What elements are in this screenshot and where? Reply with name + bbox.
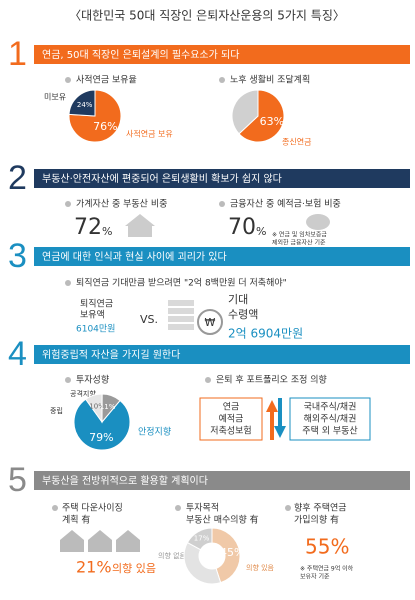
label: 투자성향	[76, 374, 109, 386]
text: 의향 있음	[112, 562, 156, 575]
bar	[34, 345, 410, 364]
label: 사적연금 보유율	[76, 74, 137, 86]
pie-slice	[231, 89, 259, 135]
label: 부동산 매수의향 有	[186, 514, 259, 526]
pie-slice	[186, 527, 213, 551]
label: 투자목적	[186, 502, 219, 514]
note: 보유자 기준	[300, 573, 330, 581]
heading: 위험중립적 자산을 가지길 원한다	[42, 348, 180, 361]
item: 해외주식/채권	[304, 413, 357, 425]
pie-slice	[101, 393, 121, 424]
slice-label: 10%	[89, 403, 105, 411]
number: 3	[8, 237, 27, 275]
legend: 의향 없음	[158, 551, 187, 560]
label: 계획 有	[62, 514, 90, 526]
number: 1	[8, 35, 27, 73]
legend: 안정지향	[138, 426, 171, 438]
number: 2	[8, 159, 27, 197]
legend: 공격지향	[70, 389, 96, 398]
slice-label: 24%	[77, 101, 93, 109]
bar	[34, 247, 410, 266]
piggy-icon	[306, 214, 330, 230]
slice-label: 45%	[220, 546, 244, 559]
down-arrow	[274, 398, 286, 438]
heading: 부동산을 전방위적으로 활용할 계획이다	[42, 474, 208, 487]
vs: VS.	[140, 313, 158, 326]
label: 금융자산 중 예적금·보험 비중	[230, 198, 341, 210]
pie-slice	[211, 527, 241, 584]
item: 주택 외 부동산	[302, 425, 357, 437]
bullets	[52, 77, 291, 511]
box	[199, 397, 263, 441]
item: 국내주식/채권	[304, 401, 357, 413]
subtitle: 퇴직연금 기대만큼 받으려면 "2억 8백만원 더 저축해야"	[76, 277, 287, 289]
legend: 미보유	[44, 93, 66, 102]
value: 70	[228, 215, 256, 240]
bar	[34, 45, 410, 64]
slice-label: 79%	[89, 431, 113, 444]
bar	[34, 169, 410, 188]
item: 연금	[223, 402, 240, 413]
note: 제외한 금융자산 기준	[272, 239, 326, 247]
slice-label: 17%	[194, 534, 210, 542]
amount: 2억 6904만원	[228, 327, 303, 341]
slice-label: 63%	[260, 115, 284, 128]
value: 21%	[76, 558, 112, 577]
label: 가입의향 有	[294, 514, 339, 526]
slice-label: 11%	[100, 403, 116, 411]
coin: ₩	[205, 316, 216, 329]
label: 기대	[228, 293, 248, 306]
label: 노후 생활비 조달계획	[230, 74, 310, 86]
heading: 연금, 50대 직장인 은퇴설계의 필수요소가 되다	[42, 49, 239, 61]
legend: 중립	[50, 407, 63, 415]
legend: 종신연금	[282, 138, 311, 147]
value: 55%	[305, 535, 349, 559]
label: 퇴직연금	[80, 299, 113, 310]
box	[289, 397, 371, 441]
pie-slice	[73, 398, 131, 451]
label: 은퇴 후 포트폴리오 조정 의향	[216, 374, 327, 386]
number: 5	[8, 461, 27, 499]
houses-icon	[60, 530, 140, 552]
label: 보유액	[80, 309, 105, 321]
legend: 사적연금 보유	[126, 129, 173, 139]
value: 72	[74, 215, 102, 240]
label: 향후 주택연금	[294, 502, 347, 514]
pie-slice	[68, 89, 96, 117]
unit: %	[256, 225, 266, 238]
item: 저축성보험	[210, 426, 251, 437]
legend: 의향 있음	[246, 563, 275, 572]
item: 예적금	[219, 413, 244, 425]
unit: %	[102, 225, 112, 238]
label: 가계자산 중 부동산 비중	[76, 198, 167, 210]
coins-icon	[168, 300, 223, 335]
label: 수령액	[228, 308, 258, 321]
number: 4	[8, 335, 27, 373]
amount: 6104만원	[76, 324, 115, 335]
slice-label: 76%	[93, 120, 117, 133]
pie-slice	[238, 89, 285, 143]
house-icon	[125, 214, 155, 237]
up-arrow	[266, 400, 278, 440]
note: ※ 연금 및 임차보증금	[272, 231, 327, 239]
bar	[34, 471, 410, 490]
pie-slice	[183, 541, 222, 585]
heading: 연금에 대한 인식과 현실 사이에 괴리가 있다	[42, 251, 227, 263]
note: ※ 주택연금 9억 이하	[300, 565, 354, 573]
label: 주택 다운사이징	[62, 503, 123, 514]
heading: 부동산·안전자산에 편중되어 은퇴생활비 확보가 쉽지 않다	[42, 172, 282, 185]
title: 〈대한민국 50대 직장인 은퇴자산운용의 5가지 특징〉	[69, 9, 345, 23]
